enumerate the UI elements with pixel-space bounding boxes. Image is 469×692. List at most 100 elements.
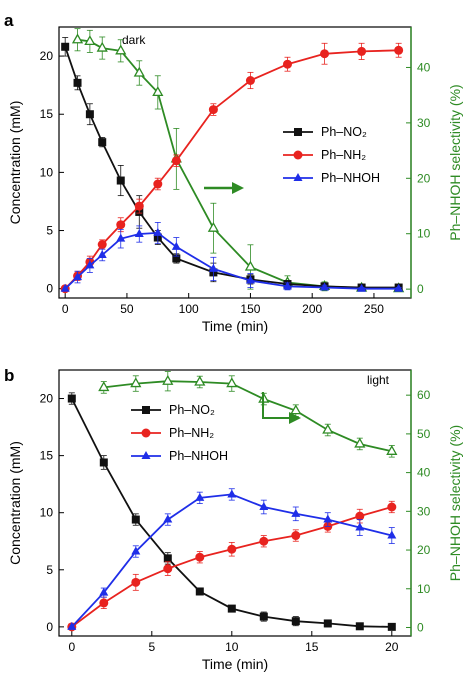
data-point-hydroxylamine	[73, 272, 83, 281]
legend-label-amine: Ph–NH₂	[169, 426, 214, 440]
data-point-amine	[357, 46, 367, 56]
data-point-hydroxylamine	[282, 281, 292, 290]
data-point-nitro	[172, 254, 181, 263]
x-axis-label: Time (min)	[202, 656, 268, 672]
data-point-hydroxylamine	[131, 546, 141, 555]
x-tick-label: 5	[148, 640, 155, 654]
data-point-hydroxylamine	[394, 283, 404, 292]
y2-tick-label: 10	[417, 582, 431, 596]
data-point-selectivity	[130, 377, 142, 388]
data-point-selectivity	[133, 66, 145, 77]
data-point-selectivity	[71, 33, 84, 44]
data-point-hydroxylamine	[67, 621, 77, 630]
data-point-amine	[97, 239, 107, 249]
data-point-hydroxylamine	[195, 492, 205, 501]
y2-tick-label: 0	[417, 282, 424, 296]
legend-label-amine: Ph–NH₂	[321, 148, 366, 162]
data-point-selectivity	[194, 375, 206, 386]
data-point-selectivity	[115, 44, 127, 55]
data-point-hydroxylamine	[245, 275, 255, 284]
series-hydroxylamine	[67, 488, 397, 630]
data-point-amine	[227, 544, 237, 554]
x-tick-label: 200	[302, 302, 322, 316]
data-point-amine	[134, 201, 144, 211]
data-point-nitro	[291, 617, 300, 626]
data-point-selectivity	[96, 41, 108, 52]
legend: Ph–NO₂ Ph–NH₂ Ph–NHOH	[131, 403, 228, 463]
y-tick-label: 10	[40, 165, 54, 179]
legend: Ph–NO₂ Ph–NH₂ Ph–NHOH	[283, 125, 380, 185]
y2-axis-label: Ph–NHOH selectivity (%)	[447, 425, 463, 581]
panel-letter: b	[4, 366, 14, 385]
data-point-amine	[171, 156, 181, 166]
y2-tick-label: 30	[417, 116, 431, 130]
data-point-nitro	[355, 622, 364, 631]
x-tick-label: 150	[240, 302, 260, 316]
data-point-hydroxylamine	[355, 522, 365, 531]
data-point-hydroxylamine	[259, 501, 269, 510]
y2-tick-label: 0	[417, 620, 424, 634]
legend-label-nitro: Ph–NO₂	[321, 125, 367, 139]
x-tick-label: 0	[68, 640, 75, 654]
y2-tick-label: 20	[417, 171, 431, 185]
data-point-hydroxylamine	[208, 263, 218, 272]
data-point-nitro	[387, 622, 396, 631]
y-tick-label: 5	[46, 224, 53, 238]
y2-axis-label: Ph–NHOH selectivity (%)	[447, 84, 463, 240]
legend-marker-amine	[293, 150, 303, 160]
x-tick-label: 0	[62, 302, 69, 316]
series-amine	[67, 500, 397, 632]
legend-marker-nitro	[142, 406, 150, 414]
series-line-nitro	[64, 46, 399, 289]
x-tick-label: 50	[120, 302, 134, 316]
condition-label: light	[367, 373, 390, 387]
data-point-hydroxylamine	[357, 283, 367, 292]
data-point-selectivity	[152, 86, 164, 97]
data-point-hydroxylamine	[60, 283, 70, 292]
data-point-hydroxylamine	[323, 514, 333, 523]
data-point-nitro	[85, 110, 94, 119]
data-point-selectivity	[354, 437, 366, 448]
data-point-selectivity	[207, 221, 219, 232]
data-point-nitro	[227, 604, 236, 613]
data-point-nitro	[323, 619, 332, 628]
data-point-nitro	[195, 587, 204, 596]
legend-label-hydroxylamine: Ph–NHOH	[169, 449, 228, 463]
y-tick-label: 15	[40, 449, 54, 463]
data-point-amine	[291, 531, 301, 541]
legend-marker-nitro	[294, 128, 302, 136]
series-nitro	[67, 392, 396, 631]
legend-label-nitro: Ph–NO₂	[169, 403, 215, 417]
y2-tick-label: 40	[417, 60, 431, 74]
data-point-hydroxylamine	[291, 508, 301, 517]
arrow-head	[289, 412, 301, 424]
data-point-selectivity	[322, 423, 334, 434]
data-point-amine	[355, 511, 365, 521]
data-point-hydroxylamine	[320, 282, 330, 291]
data-point-nitro	[116, 176, 125, 185]
data-point-nitro	[131, 515, 140, 524]
condition-label: dark	[122, 33, 146, 47]
y-tick-label: 20	[40, 49, 54, 63]
data-point-amine	[116, 220, 126, 230]
data-point-nitro	[73, 78, 82, 87]
data-point-selectivity	[244, 260, 257, 271]
data-point-nitro	[61, 42, 70, 51]
y-tick-label: 0	[46, 620, 53, 634]
y2-tick-label: 40	[417, 466, 431, 480]
data-point-selectivity	[290, 404, 302, 415]
x-axis-label: Time (min)	[202, 318, 268, 334]
y2-tick-label: 50	[417, 427, 431, 441]
series-nitro	[61, 37, 403, 292]
data-point-amine	[163, 564, 173, 574]
right-axis-arrow	[204, 182, 244, 194]
y-tick-label: 0	[46, 282, 53, 296]
data-point-nitro	[163, 554, 172, 563]
series-amine	[60, 42, 404, 294]
data-point-amine	[195, 552, 205, 562]
series-line-selectivity	[77, 38, 399, 290]
x-tick-label: 15	[305, 640, 319, 654]
data-point-nitro	[259, 612, 268, 621]
